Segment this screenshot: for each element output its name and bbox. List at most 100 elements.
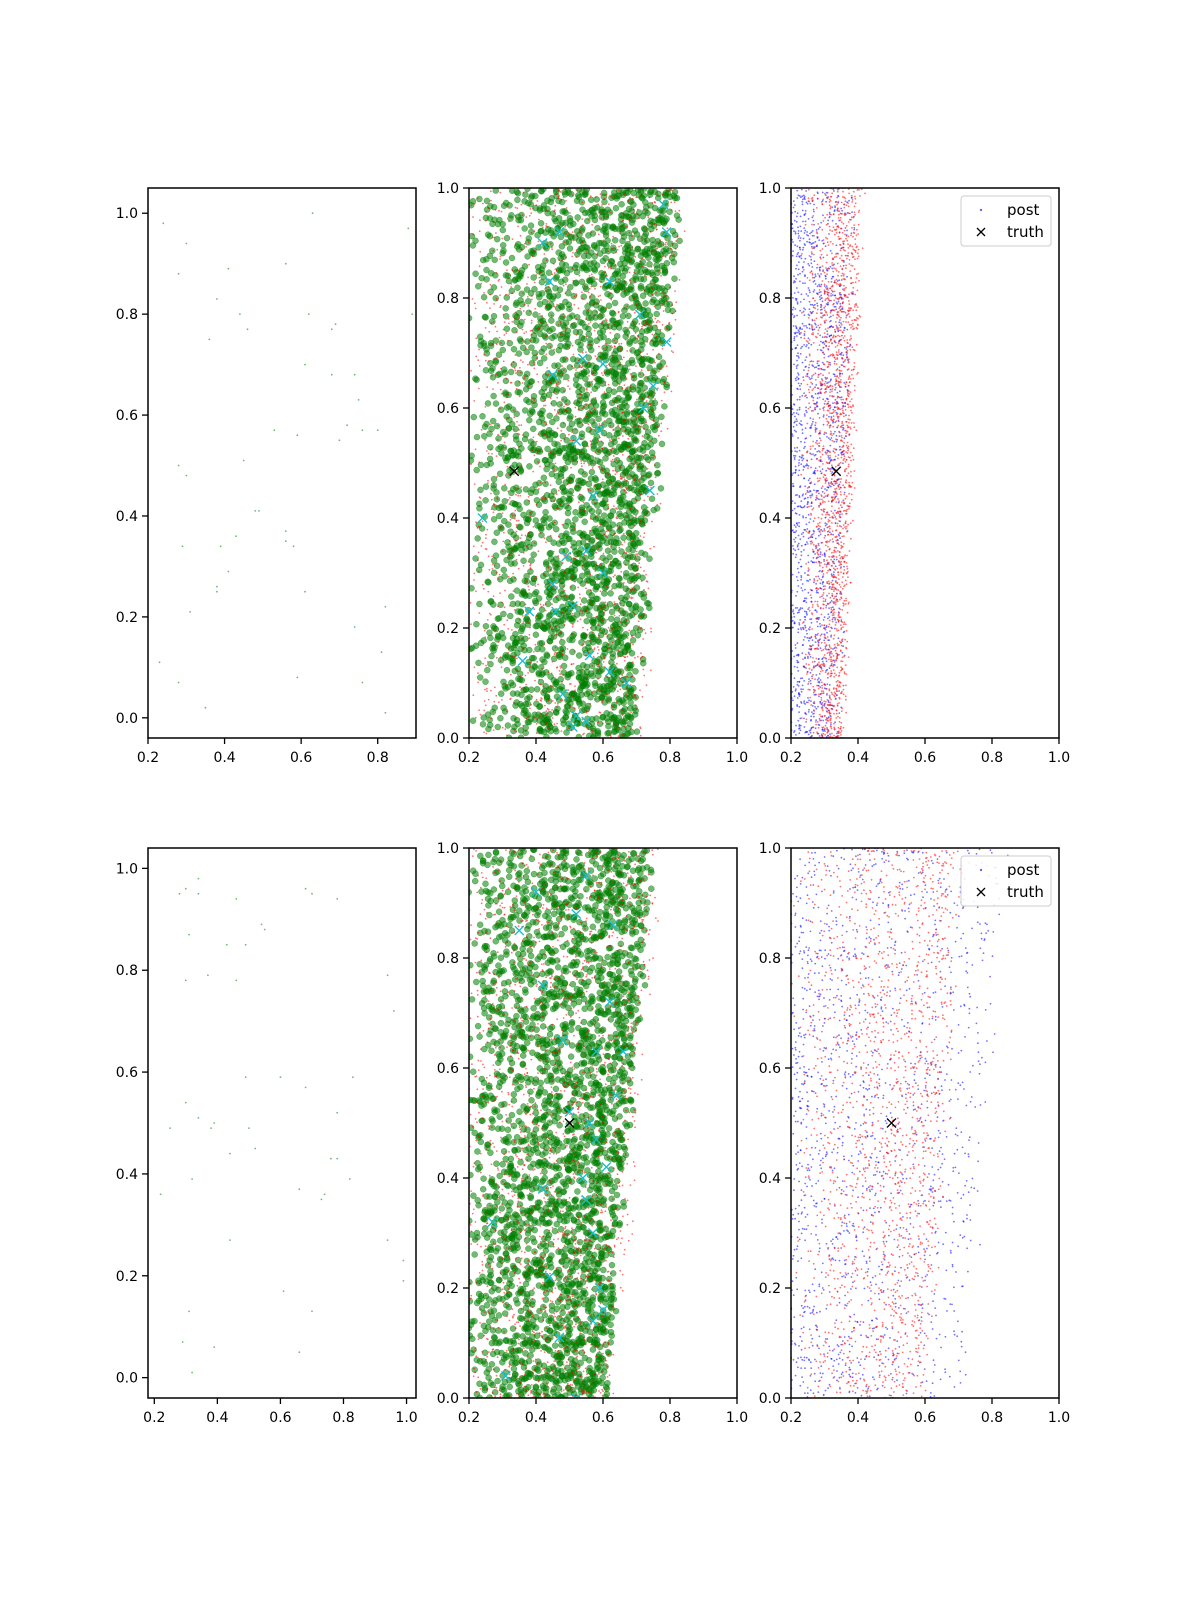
data-point: [625, 378, 628, 380]
data-point: [620, 342, 623, 345]
data-point: [503, 666, 511, 674]
data-point: [284, 540, 287, 543]
data-point: [535, 204, 538, 207]
data-point: [640, 194, 642, 197]
data-point: [664, 256, 667, 258]
data-point: [670, 350, 673, 352]
data-point: [545, 290, 547, 293]
data-point: [626, 696, 628, 699]
data-point: [570, 578, 572, 581]
data-point: [634, 704, 637, 707]
data-point: [547, 566, 550, 569]
data-point: [561, 650, 564, 653]
data-point: [592, 476, 600, 484]
data-point: [631, 597, 634, 599]
data-point: [665, 241, 667, 244]
data-point: [655, 190, 662, 198]
data-point: [643, 499, 646, 502]
data-point: [566, 314, 573, 321]
data-point: [563, 405, 565, 408]
data-point: [797, 628, 800, 631]
data-point: [508, 496, 511, 499]
data-point: [530, 212, 533, 215]
data-point: [522, 635, 529, 643]
data-point: [662, 293, 665, 295]
x-tick-label: 0.6: [290, 750, 312, 766]
data-point: [513, 428, 515, 431]
data-point: [524, 242, 526, 245]
data-point: [526, 535, 529, 538]
data-point: [616, 603, 619, 605]
data-point: [628, 629, 630, 632]
data-point: [514, 649, 521, 657]
data-point: [588, 464, 590, 467]
data-point: [637, 335, 640, 338]
data-point: [622, 714, 630, 722]
data-point: [642, 320, 645, 323]
data-point: [533, 542, 536, 544]
data-point: [831, 579, 834, 582]
data-point: [532, 517, 540, 524]
data-point: [589, 427, 592, 430]
data-point: [552, 525, 560, 533]
data-point: [595, 415, 602, 423]
data-point: [584, 562, 587, 564]
data-point: [513, 699, 520, 706]
data-point: [507, 528, 514, 535]
data-point: [658, 216, 665, 223]
data-point: [506, 465, 509, 468]
data-point: [547, 311, 555, 318]
data-point: [608, 453, 611, 456]
data-point: [494, 505, 497, 508]
data-point: [509, 274, 511, 276]
data-point: [501, 682, 508, 690]
data-point: [543, 433, 546, 436]
data-point: [575, 294, 578, 297]
data-point: [533, 399, 536, 401]
data-point: [656, 426, 659, 428]
data-point: [526, 490, 529, 493]
data-point: [516, 505, 523, 513]
data-point: [598, 345, 600, 348]
data-point: [519, 234, 522, 237]
data-point: [643, 614, 646, 617]
data-point: [500, 666, 503, 668]
data-point: [804, 657, 806, 660]
data-point: [634, 656, 636, 659]
data-point: [671, 250, 674, 253]
data-point: [791, 500, 794, 502]
data-point: [616, 502, 619, 505]
data-point: [588, 409, 591, 411]
data-point: [802, 282, 804, 284]
data-point: [672, 333, 675, 336]
data-point: [518, 395, 521, 398]
data-point: [671, 188, 679, 196]
data-point: [649, 423, 657, 431]
data-point: [656, 240, 658, 243]
data-point: [513, 367, 516, 369]
data-point: [607, 586, 609, 589]
data-point: [483, 266, 490, 274]
data-point: [628, 254, 631, 257]
data-point: [472, 694, 475, 697]
data-point: [514, 718, 517, 721]
data-point: [474, 283, 482, 290]
data-point: [822, 581, 825, 583]
data-point: [469, 644, 476, 652]
data-point: [537, 550, 540, 553]
data-point: [644, 319, 647, 322]
data-point: [801, 203, 804, 206]
data-point: [501, 726, 504, 729]
data-point: [216, 585, 218, 588]
data-point: [562, 298, 569, 306]
data-point: [671, 189, 673, 192]
data-point: [547, 699, 550, 702]
data-point: [490, 284, 498, 291]
data-point: [632, 508, 639, 516]
data-point: [630, 727, 633, 729]
data-point: [674, 290, 676, 292]
data-point: [589, 299, 596, 306]
data-point: [516, 420, 518, 423]
data-point: [545, 305, 548, 307]
data-point: [628, 560, 630, 563]
